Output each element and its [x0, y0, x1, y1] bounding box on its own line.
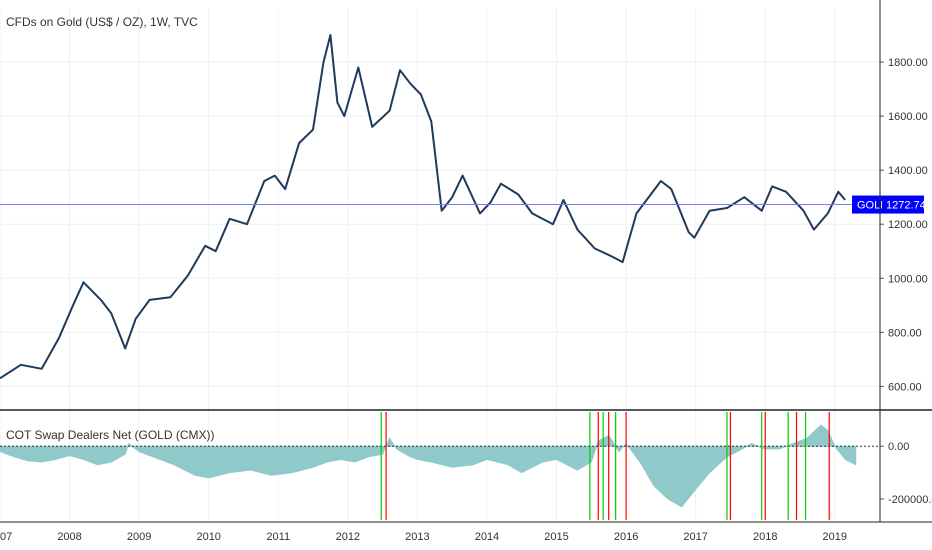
grid — [0, 8, 880, 520]
x-tick-label: 2007 — [0, 531, 12, 543]
cot-chart-title: COT Swap Dealers Net (GOLD (CMX)) — [6, 428, 214, 442]
x-tick-label: 2015 — [544, 531, 568, 543]
x-tick-label: 2019 — [823, 531, 847, 543]
cot-panel: 0.00 -200000.00 — [0, 412, 932, 520]
cot-y-tick-label: 0.00 — [888, 441, 909, 453]
price-y-tick-label: 800.00 — [888, 327, 922, 339]
price-y-tick-label: 1000.00 — [888, 273, 928, 285]
price-y-tick-label: 1200.00 — [888, 219, 928, 231]
x-tick-label: 2018 — [753, 531, 777, 543]
price-y-tick-label: 1800.00 — [888, 57, 928, 69]
x-tick-label: 2012 — [336, 531, 360, 543]
x-tick-label: 2010 — [196, 531, 220, 543]
x-tick-label: 2014 — [475, 531, 499, 543]
axis-lines — [0, 0, 932, 523]
x-tick-label: 2017 — [683, 531, 707, 543]
price-series-line — [0, 34, 846, 380]
price-y-tick-label: 1600.00 — [888, 111, 928, 123]
last-price-tag — [882, 195, 924, 214]
x-tick-label: 2016 — [614, 531, 638, 543]
last-price-label: 1272.74 — [886, 200, 926, 212]
x-tick-label: 2009 — [127, 531, 151, 543]
price-y-tick-label: 600.00 — [888, 381, 922, 393]
price-chart-title: CFDs on Gold (US$ / OZ), 1W, TVC — [6, 15, 198, 29]
x-tick-label: 2013 — [405, 531, 429, 543]
x-tick-label: 2011 — [266, 531, 290, 543]
x-tick-label: 2008 — [57, 531, 81, 543]
cot-y-tick-label: -200000.00 — [888, 494, 932, 506]
x-axis: 2007 2008 2009 2010 2011 2012 2013 2014 2015 2016… — [0, 531, 847, 543]
symbol-tag — [852, 195, 882, 214]
price-panel: 600.00 800.00 1000.00 1200.00 1400.00 1600.00… — [0, 34, 928, 393]
price-y-tick-label: 1400.00 — [888, 165, 928, 177]
cot-area — [0, 424, 857, 508]
